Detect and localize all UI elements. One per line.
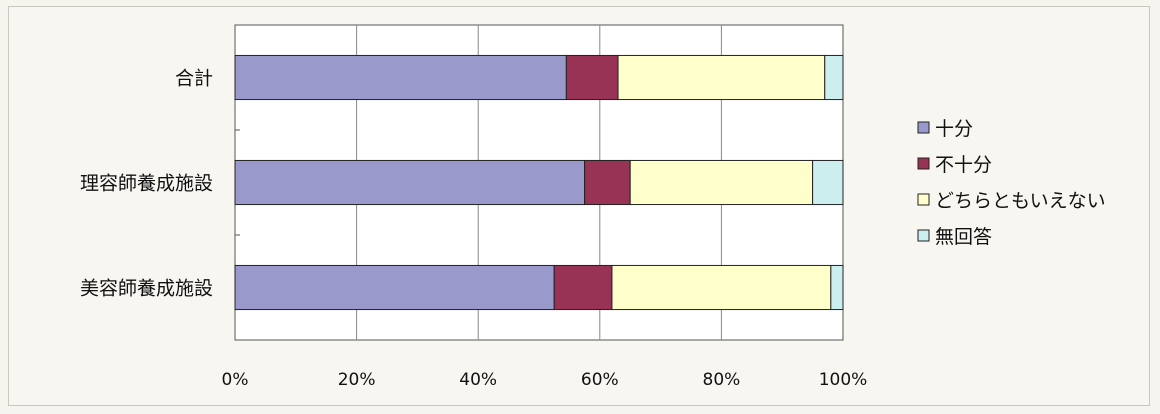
bars [234, 54, 844, 311]
bar-1-3 [812, 159, 844, 206]
legend-label-0: 十分 [935, 118, 973, 140]
bar-2-1 [553, 264, 613, 311]
category-label-1: 理容師養成施設 [80, 173, 213, 195]
bar-2-3 [830, 264, 844, 311]
legend-label-1: 不十分 [935, 154, 992, 176]
legend-label-3: 無回答 [935, 226, 992, 248]
category-label-2: 美容師養成施設 [80, 278, 213, 300]
bar-1-0 [234, 159, 586, 206]
x-tick-label-0: 0% [222, 370, 249, 390]
category-label-0: 合計 [175, 68, 213, 90]
bar-2-2 [611, 264, 832, 311]
bar-0-1 [565, 54, 619, 101]
x-tick-label-5: 100% [819, 370, 868, 390]
legend-swatch-0 [917, 121, 930, 134]
legend-label-2: どちらともいえない [935, 190, 1106, 212]
x-tick-label-1: 20% [338, 370, 376, 390]
bar-0-0 [234, 54, 567, 101]
bar-1-2 [629, 159, 814, 206]
x-tick-label-3: 60% [581, 370, 619, 390]
bar-2-0 [234, 264, 555, 311]
bar-1-1 [584, 159, 631, 206]
bar-0-3 [824, 54, 844, 101]
x-axis-ticks: 0% 20% 40% 60% 80% 100% [222, 370, 868, 390]
legend-swatch-3 [917, 229, 930, 242]
x-tick-label-4: 80% [703, 370, 741, 390]
bar-0-2 [617, 54, 826, 101]
legend-swatch-1 [917, 157, 930, 170]
x-tick-label-2: 40% [459, 370, 497, 390]
legend-swatch-2 [917, 193, 930, 206]
